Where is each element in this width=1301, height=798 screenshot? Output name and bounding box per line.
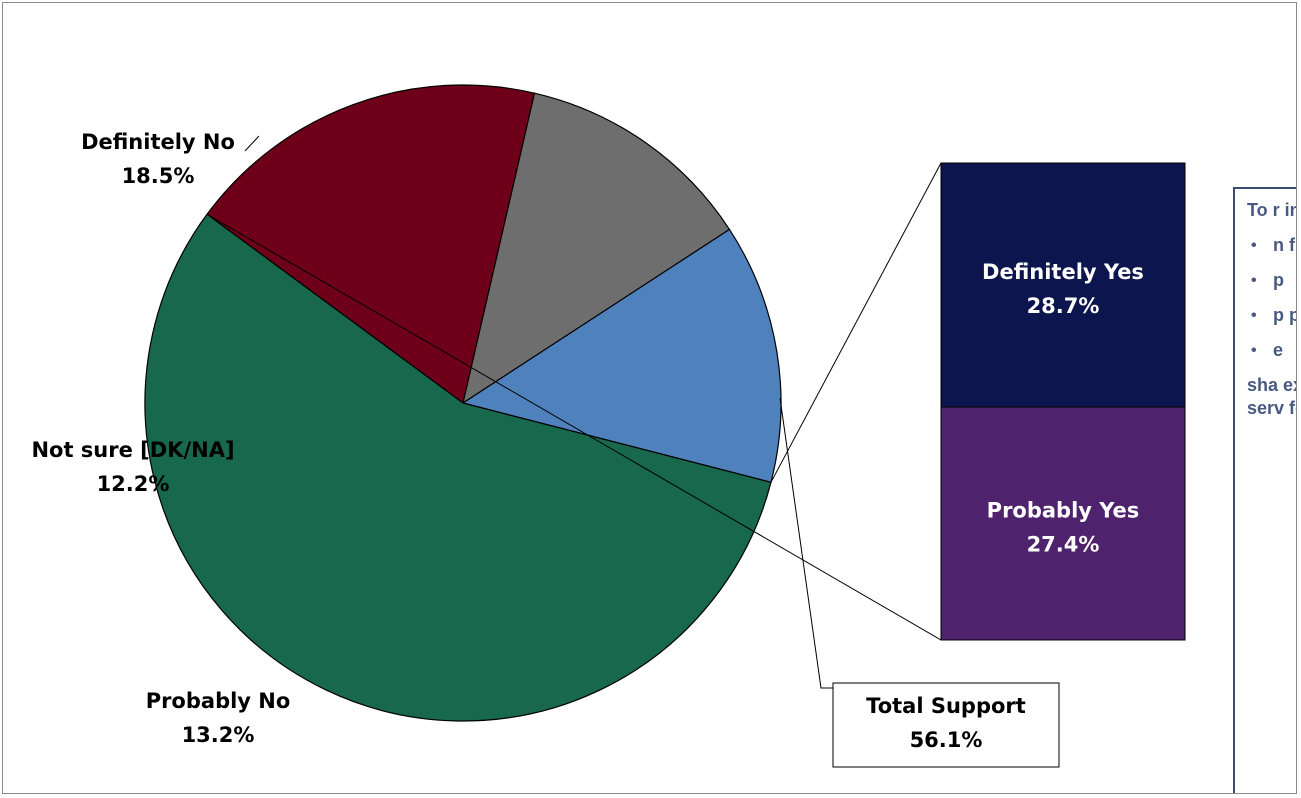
note-bullet-list: n fi p p p p e [1247, 234, 1296, 362]
bar-label-probably-yes: Probably Yes [987, 499, 1140, 523]
note-bullet: p [1247, 269, 1296, 292]
note-bullet: e [1247, 339, 1296, 362]
breakout-bar-definitely-yes [940, 162, 1186, 408]
slice-value-total-support: 56.1% [910, 728, 983, 752]
slice-value-definitely-no: 18.5% [122, 164, 195, 188]
breakout-connector-top [770, 162, 942, 483]
note-bullet: n fi p [1247, 234, 1296, 257]
slice-label-probably-no: Probably No [146, 689, 291, 713]
breakout-bar-probably-yes [940, 406, 1186, 641]
pie-of-pie-chart: Definitely No 18.5% Not sure [DK/NA] 12.2% P… [31, 84, 1186, 768]
slice-label-not-sure-dk-na: Not sure [DK/NA] [31, 438, 234, 462]
slice-value-not-sure-dk-na: 12.2% [97, 472, 170, 496]
note-bullet: p p [1247, 304, 1296, 327]
note-outro: sha exis new elec serv for 2 for l [1247, 375, 1296, 418]
pie-slice-not-sure-dk-na [462, 92, 731, 405]
slice-value-probably-no: 13.2% [182, 723, 255, 747]
bar-value-definitely-yes: 28.7% [1027, 294, 1100, 318]
note-intro: To r incl [1247, 200, 1296, 220]
leader-line-definitely-no [244, 135, 260, 152]
label-box-total-support [832, 682, 1060, 768]
pie-slice-definitely-no [206, 84, 536, 405]
breakout-connector-bottom [206, 213, 942, 641]
slice-label-definitely-no: Definitely No [81, 130, 235, 154]
slice-label-total-support: Total Support [866, 694, 1026, 718]
bar-value-probably-yes: 27.4% [1027, 533, 1100, 557]
bar-label-definitely-yes: Definitely Yes [982, 260, 1144, 284]
pie-slice-probably-no [461, 228, 782, 484]
pie-slice-total-support [144, 213, 772, 722]
leader-line-total-support [779, 397, 833, 689]
explanatory-note-box: To r incl n fi p p p p e sha exis new el… [1233, 187, 1296, 793]
